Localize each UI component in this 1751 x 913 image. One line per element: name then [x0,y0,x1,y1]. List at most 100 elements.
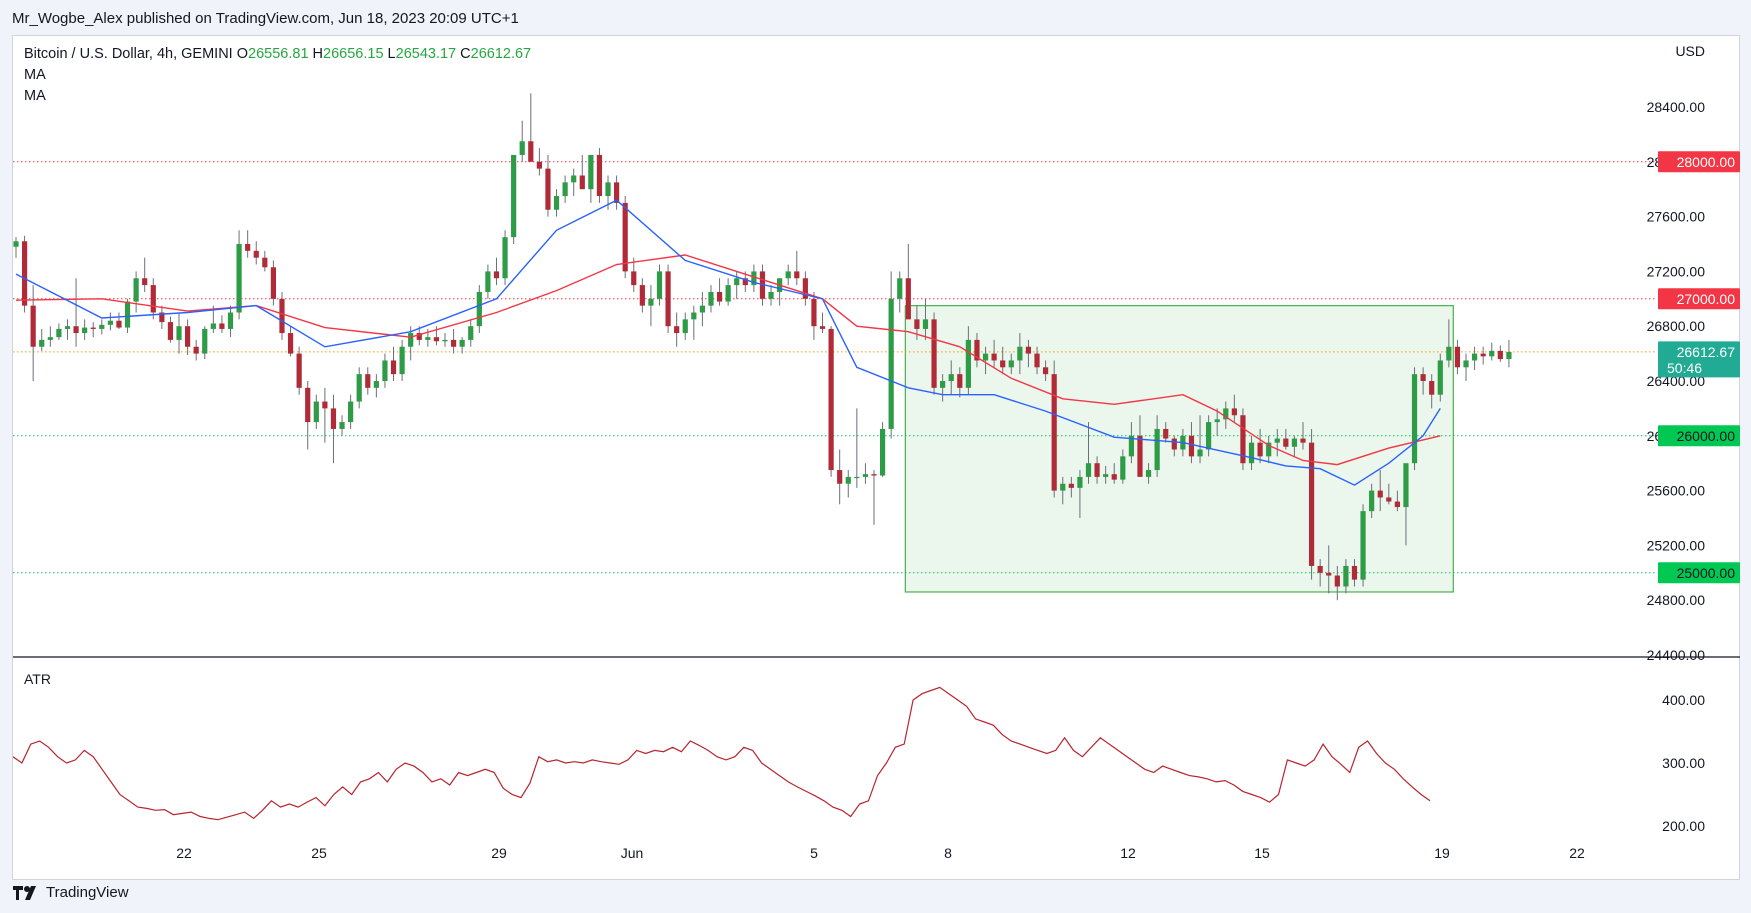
price-pane[interactable] [13,93,1740,658]
price-badge-label: 26000.00 [1677,428,1736,444]
candle-body [1137,435,1143,477]
candle-body [768,291,774,299]
candle-body [1446,346,1452,361]
candle [862,463,869,484]
candle [1154,415,1160,477]
range-box [904,305,1454,593]
candle [21,235,28,313]
candle-body [348,401,354,423]
candle-body [459,339,465,347]
price-tick-label: 24400.00 [1647,647,1706,663]
candle-body [957,374,963,388]
time-tick-label: 19 [1434,845,1450,861]
candle [1283,428,1289,450]
price-badge-bg [1658,288,1740,310]
tradingview-brand[interactable]: TradingView [12,884,129,901]
candle-body [493,271,500,279]
candle [270,260,276,306]
candle-body [1145,470,1152,477]
candle [579,154,585,190]
atr-pane[interactable] [12,686,1431,821]
candle-body [399,346,405,375]
brand-label: TradingView [46,884,129,901]
candle [974,333,980,368]
candle [948,360,954,395]
candle-body [1025,346,1032,354]
candle-body [322,401,328,409]
candle-body [1188,435,1195,457]
candle [545,154,551,217]
candle [614,175,620,210]
candle [1188,422,1195,464]
candle-body [1283,438,1289,447]
candle-body [1506,351,1512,360]
candle [905,244,911,320]
candle [1274,428,1280,457]
candle [107,312,113,331]
candle [1351,559,1358,587]
top-bar: Mr_Wogbe_Alex published on TradingView.c… [0,0,1751,35]
atr-label[interactable]: ATR [24,671,51,687]
time-tick-label: 22 [1569,845,1585,861]
candle [13,237,19,258]
candle [519,120,525,162]
candle-body [879,428,886,476]
candle [339,415,345,436]
atr-line [12,686,1431,821]
candle-body [1317,565,1323,573]
candle [468,319,474,347]
candle-body [99,324,105,329]
candle-body [785,271,791,279]
candle [768,285,774,306]
candle-body [845,476,851,484]
candle-body [1463,360,1469,368]
candle-body [305,387,311,423]
candle-body [982,353,989,361]
legend-ma-slow[interactable]: MA [24,88,46,104]
candle [837,449,843,505]
candle [1068,476,1074,498]
candle-body [648,298,654,306]
candle-body [1472,353,1478,361]
time-tick-label: 25 [311,845,327,861]
candle [296,346,302,395]
candle [56,323,62,340]
candle [802,271,808,306]
candle [751,264,757,292]
price-badge-bg [1658,151,1740,173]
candle [330,394,337,464]
time-tick-label: 5 [810,845,818,861]
candle [450,328,457,354]
candle [1369,483,1375,518]
candle-body [21,241,28,306]
candle [922,298,929,340]
candle [725,278,731,306]
candle [1257,428,1263,464]
candle-body [1351,565,1358,580]
candle-body [528,141,534,162]
candle-body [1386,497,1392,502]
candle [1197,415,1203,464]
candle [262,250,268,272]
candle [305,381,311,450]
candle [785,264,791,286]
candle-body [837,470,843,484]
time-tick-label: Jun [621,845,644,861]
candle-body [253,250,259,258]
candle-body [1094,463,1100,477]
candle-body [1120,456,1126,480]
legend-ma-fast[interactable]: MA [24,67,46,83]
price-tick-label: 25200.00 [1647,537,1706,553]
candle-body [73,326,79,334]
candle [588,154,594,203]
candle-body [56,328,62,338]
candle-body [656,271,663,299]
candle-body [579,175,585,190]
ma-slow-line [15,254,1441,466]
candle-body [1489,350,1495,357]
candle [819,312,826,334]
candle-body [262,257,268,268]
candle-body [82,327,88,334]
candle-body [699,305,705,313]
